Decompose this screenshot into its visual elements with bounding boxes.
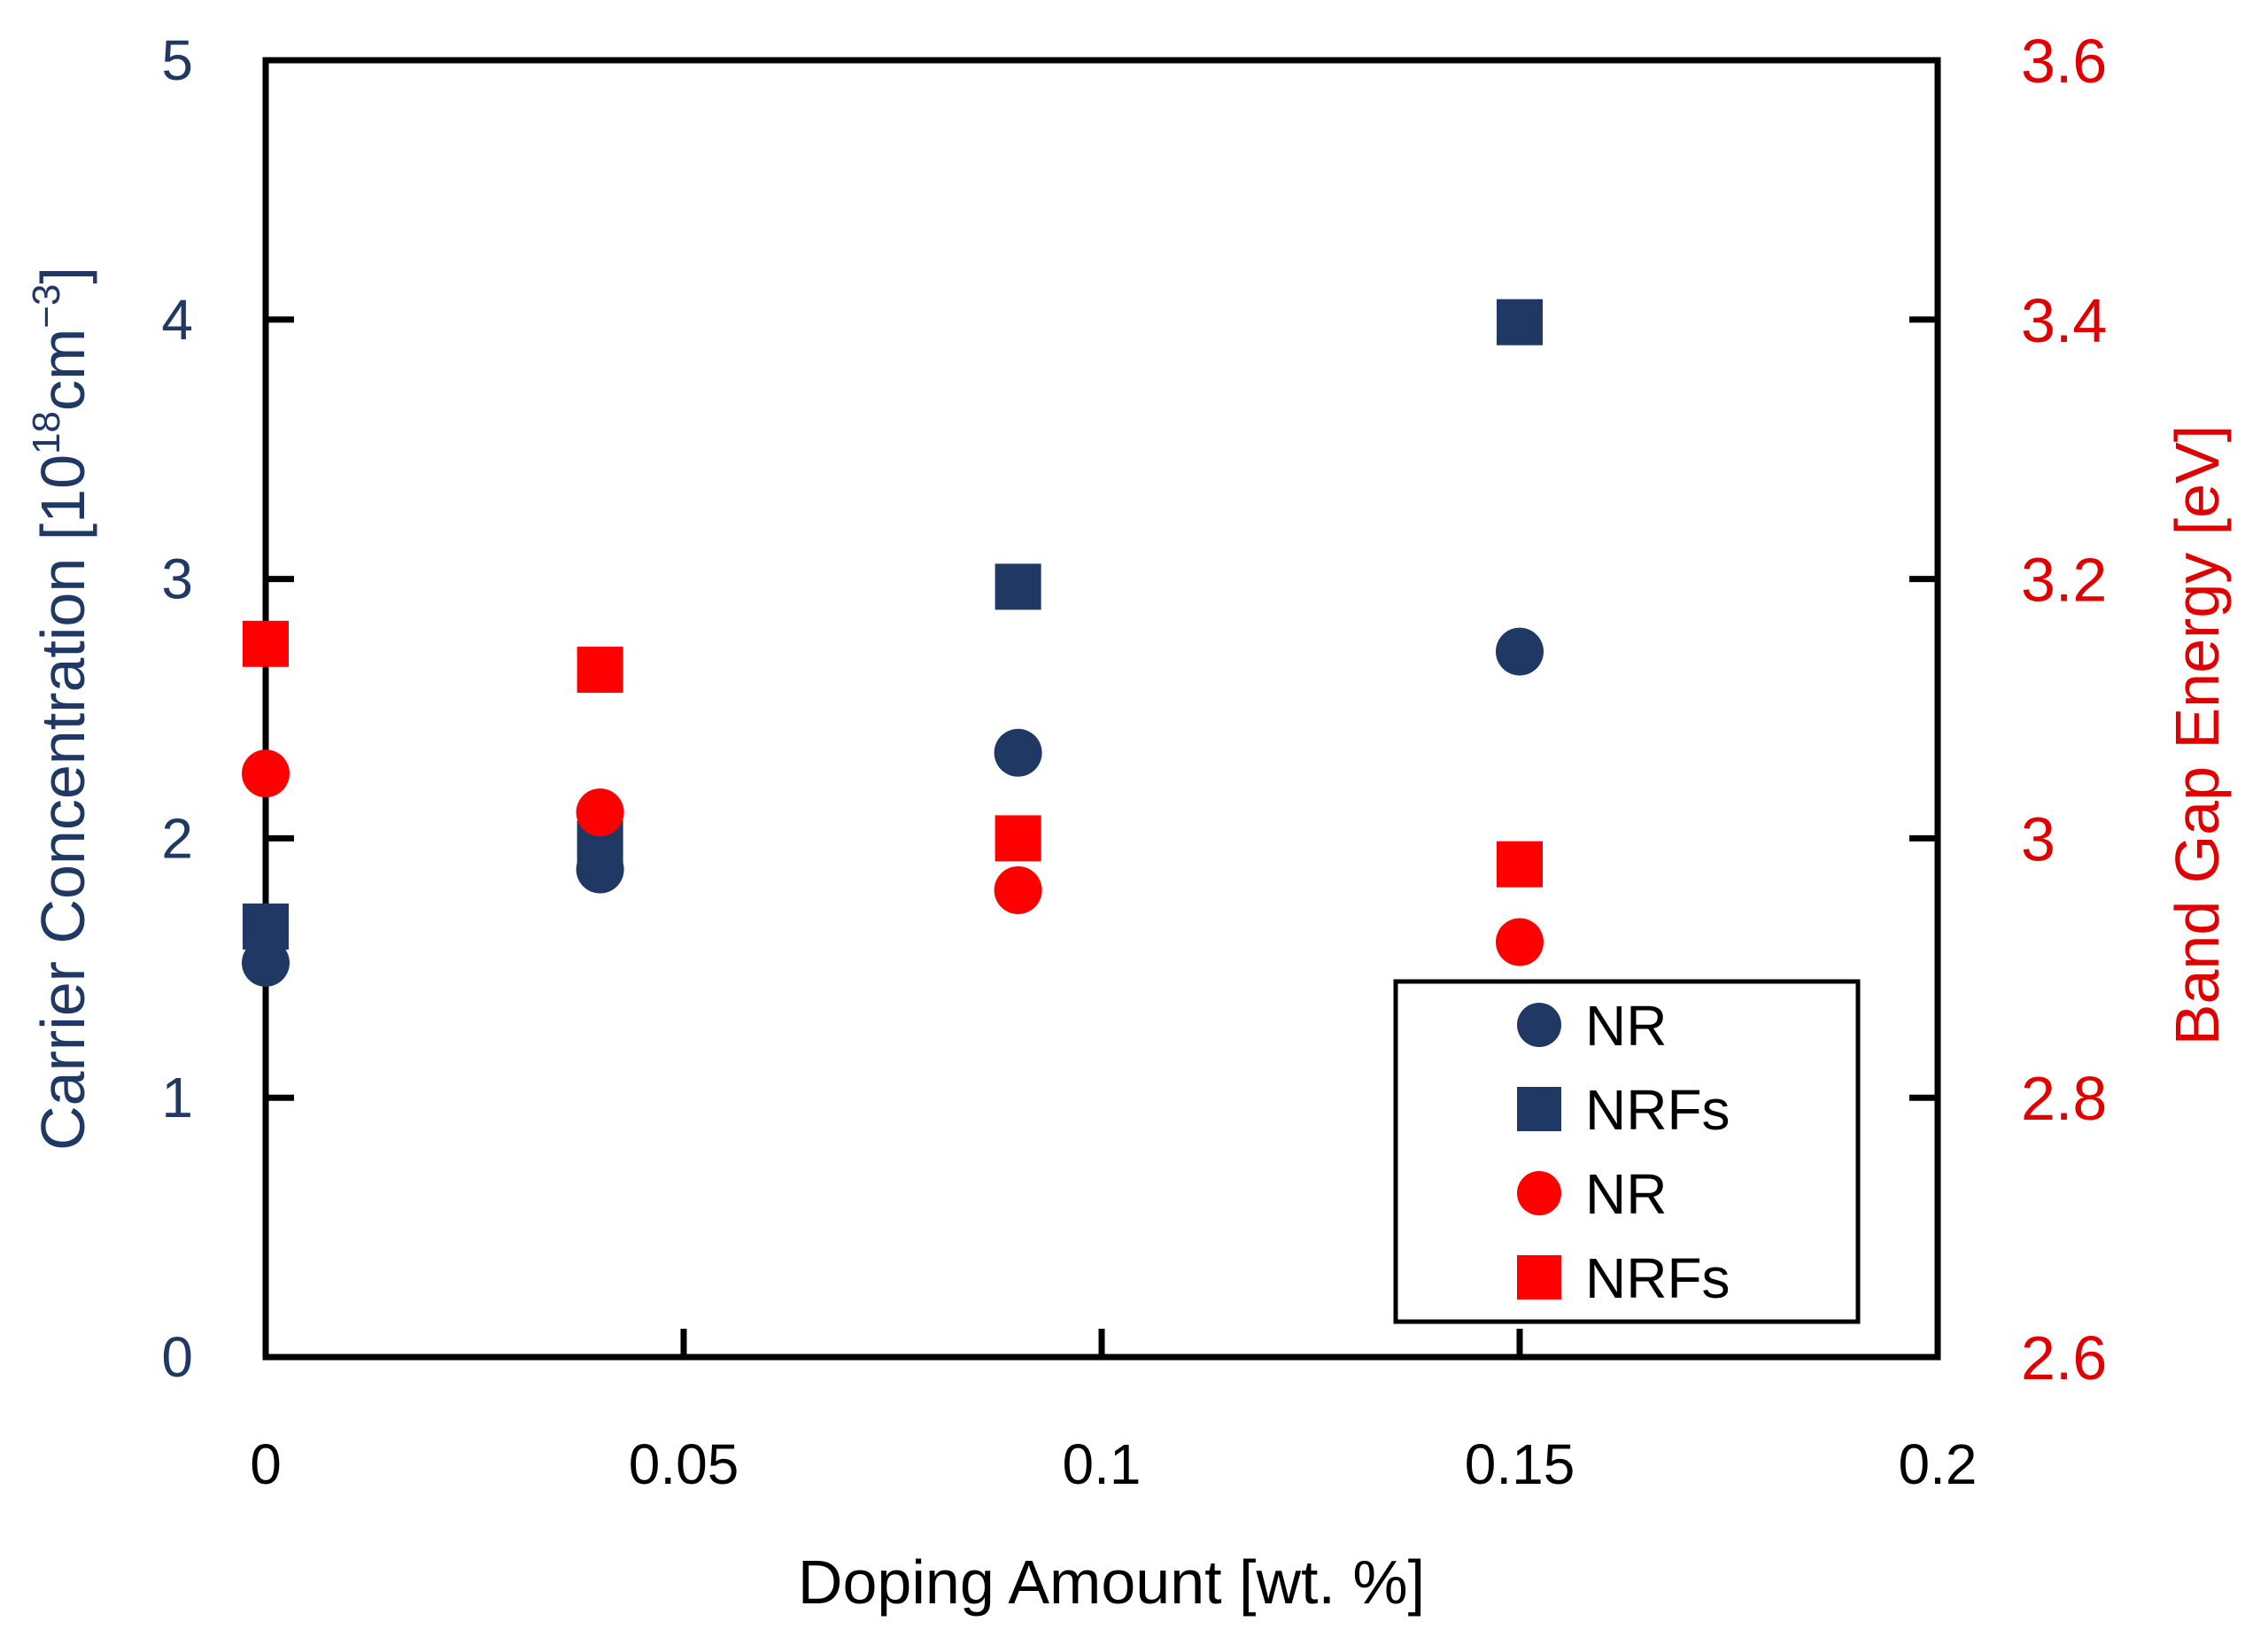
y-right-tick-label: 2.8: [2021, 1064, 2107, 1133]
y-right-tick-label: 3: [2021, 804, 2055, 873]
legend-box: [1393, 979, 1861, 1324]
y-axis-left-title: Carrier Concentration [1018cm−3]: [25, 267, 97, 1151]
point-nrfs-right-2: [995, 815, 1041, 862]
tick-labels-layer: 0 0.05 0.1 0.15 0.2 0 1 2 3 4 5 2.6 2.8 3 3.2 3.4 3.6: [161, 27, 2107, 1496]
y-axis-left-title-sup1: 18: [25, 411, 68, 454]
legend-label-nrfs-right: NRFs: [1585, 1246, 1730, 1310]
y-right-tick-label: 3.2: [2021, 546, 2107, 615]
y-left-tick-label: 1: [161, 1066, 193, 1129]
point-nr-left-3: [1496, 627, 1544, 676]
point-nrfs-right-0: [243, 620, 289, 667]
ticks-layer: [266, 316, 1938, 1357]
y-left-tick-label: 2: [161, 806, 193, 870]
point-nr-right-3: [1496, 918, 1544, 966]
point-nrfs-left-0: [243, 903, 289, 950]
legend: NR NRFs NR NRFs: [1393, 979, 1861, 1324]
point-nr-right-1: [576, 788, 624, 837]
x-tick-label: 0.15: [1465, 1432, 1575, 1496]
y-axis-right-title: Band Gap Energy [eV]: [2163, 425, 2232, 1045]
legend-marker-nr-right: [1517, 1171, 1561, 1215]
legend-label-nr-left: NR: [1585, 994, 1667, 1058]
x-tick-label: 0.1: [1063, 1432, 1142, 1496]
y-axis-left-title-sup2: −3: [25, 284, 68, 329]
x-axis-title: Doping Amount [wt. %]: [798, 1548, 1425, 1617]
point-nrfs-right-1: [577, 647, 623, 694]
y-left-tick-label: 4: [161, 288, 193, 352]
data-points: [242, 299, 1544, 987]
y-axis-left-title-end: ]: [28, 267, 97, 283]
legend-label-nrfs-left: NRFs: [1585, 1078, 1730, 1142]
point-nr-right-0: [242, 749, 290, 798]
legend-label-nr-right: NR: [1585, 1162, 1667, 1226]
y-right-tick-label: 2.6: [2021, 1323, 2107, 1393]
x-tick-label: 0.05: [629, 1432, 739, 1496]
point-nrfs-right-3: [1497, 841, 1543, 888]
legend-marker-nrfs-left: [1517, 1087, 1561, 1131]
x-tick-label: 0: [250, 1432, 282, 1496]
point-nrfs-left-2: [995, 563, 1041, 610]
point-nr-right-2: [994, 865, 1042, 914]
y-axis-left-title-mid: cm: [28, 329, 97, 411]
legend-marker-nr-left: [1517, 1003, 1561, 1047]
y-left-tick-label: 0: [161, 1325, 193, 1389]
point-nr-left-2: [994, 728, 1042, 777]
y-right-tick-label: 3.6: [2021, 27, 2107, 96]
y-axis-left-title-main: Carrier Concentration [10: [28, 454, 97, 1151]
point-nrfs-left-3: [1497, 299, 1543, 345]
x-tick-label: 0.2: [1899, 1432, 1978, 1496]
point-nr-left-0: [242, 938, 290, 987]
y-left-tick-label: 5: [161, 28, 193, 92]
y-left-tick-label: 3: [161, 547, 193, 611]
y-right-tick-label: 3.4: [2021, 286, 2107, 355]
legend-marker-nrfs-right: [1517, 1255, 1561, 1300]
